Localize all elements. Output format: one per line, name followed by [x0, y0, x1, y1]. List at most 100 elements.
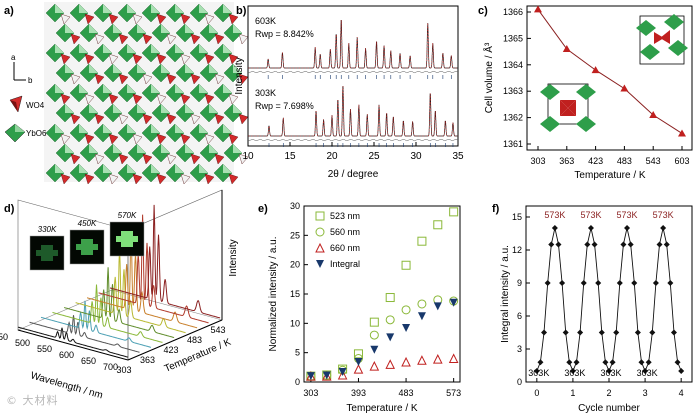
wo4-tetrahedron [156, 53, 167, 65]
wo4-tetrahedron [204, 13, 215, 25]
f-cycle-point [649, 329, 656, 336]
xrd-603k-rwp: Rwp = 8.842% [255, 29, 314, 39]
c-x-tick-label: 423 [588, 156, 603, 166]
ybo6-octahedron-highlight [175, 124, 184, 133]
wo4-tetrahedron [70, 73, 81, 85]
e-point-523-nm [369, 317, 379, 327]
f-cycle-point [606, 368, 612, 374]
e-legend-marker [315, 242, 325, 253]
wo4-tetrahedron [70, 113, 81, 125]
f-cycle-point [620, 241, 627, 248]
panel-e-frame [303, 205, 461, 383]
ybo6-octahedron-highlight [233, 24, 242, 33]
e-point-integral [338, 368, 347, 377]
e-y-tick-label: 5 [295, 348, 300, 358]
inset-low-tetra-1 [560, 100, 568, 116]
e-point-523-nm [417, 236, 427, 246]
f-x-tick-label: 3 [643, 388, 648, 398]
axis-a-label: a [11, 53, 16, 62]
wo4-tetrahedron [190, 113, 201, 125]
f-x-tick-label: 0 [534, 388, 539, 398]
wo4-tetrahedron [180, 13, 191, 25]
e-legend-label: 560 nm [330, 227, 360, 237]
cell-volume-series [534, 5, 686, 137]
f-y-tick-label: 6 [517, 311, 522, 321]
panel-b-frame [247, 5, 459, 147]
legend-wo4-label: WO4 [26, 101, 45, 110]
inset-high-octa-3 [640, 44, 660, 60]
ybo6-octahedron-highlight [137, 64, 146, 73]
wo4-tetrahedron [156, 13, 167, 25]
f-cycle-point [660, 225, 667, 231]
d-wavelength-tick-label: 450 [0, 332, 8, 342]
c-x-tick-label: 483 [617, 156, 632, 166]
e-axes: 303 393 483 573 0 5 10 15 20 25 30 [290, 201, 461, 398]
axis-b-label: b [28, 76, 33, 85]
e-legend: 523 nm 560 nm 660 nm Integral [315, 211, 360, 269]
wo4-tetrahedron [166, 113, 177, 125]
f-x-tick-label: 2 [606, 388, 611, 398]
f-cycle-line [536, 227, 682, 373]
f-cycle-point [562, 329, 569, 336]
wo4-tetrahedron [94, 113, 105, 125]
wo4-tetrahedron [214, 153, 225, 165]
wo4-tetrahedron [228, 13, 239, 25]
c-x-tick-label: 363 [559, 156, 574, 166]
e-point-660-nm [353, 363, 364, 374]
ybo6-octahedron-highlight [137, 144, 146, 153]
inset-high-tetra-2 [660, 30, 670, 44]
ybo6-octahedron-highlight [65, 104, 74, 113]
wo4-tetrahedron [84, 53, 95, 65]
wo4-tetrahedron [156, 93, 167, 105]
f-x-tick-label: 1 [570, 388, 575, 398]
f-y-tick-label: 12 [512, 245, 522, 255]
ybo6-octahedron-highlight [223, 44, 232, 53]
wo4-tetrahedron [108, 173, 119, 185]
ybo6-octahedron-highlight [233, 64, 242, 73]
c-y-tick-label: 1364 [503, 60, 523, 70]
ybo6-octahedron-highlight [113, 144, 122, 153]
wo4-tetrahedron [60, 133, 71, 145]
xrd-y-axis-title: Intensity [234, 57, 245, 94]
panel-b-xrd: b) 10 15 20 25 30 35 603K Rwp = 8.842% 303K R… [234, 5, 464, 180]
inset-structure-high [636, 14, 688, 65]
e-point-523-nm [385, 293, 395, 303]
wo4-tetrahedron [204, 93, 215, 105]
ybo6-octahedron-highlight [55, 44, 64, 53]
ybo6-octahedron-highlight [127, 44, 136, 53]
wo4-tetrahedron [204, 53, 215, 65]
panel-a-label: a) [4, 5, 14, 17]
e-point-523-nm [433, 220, 443, 230]
e-point-integral [449, 298, 458, 307]
e-legend-marker [315, 227, 325, 237]
f-cycle-point [670, 329, 677, 336]
ybo6-octahedron-highlight [185, 104, 194, 113]
ybo6-octahedron-shade [15, 124, 25, 132]
wo4-tetrahedron [180, 133, 191, 145]
f-y-tick-label: 9 [517, 278, 522, 288]
ybo6-octahedron-highlight [161, 64, 170, 73]
f-y-axis-title: Integral intensity / a.u. [500, 245, 511, 343]
e-point-integral [417, 312, 426, 321]
ybo6-octahedron-highlight [175, 4, 184, 13]
ybo6-octahedron-highlight [209, 24, 218, 33]
wo4-tetrahedron [132, 133, 143, 145]
ybo6-octahedron-highlight [55, 84, 64, 93]
xrd-observed-line [248, 86, 458, 137]
panel-e-normalized-intensity: e) 303 393 483 573 0 5 10 15 20 25 30 523 nm 560 nm… [258, 201, 461, 414]
wo4-tetrahedron [190, 33, 201, 45]
d-wavelength-tick-label: 700 [103, 362, 118, 372]
e-y-tick-label: 30 [290, 201, 300, 211]
xrd-calculated-line [248, 86, 458, 137]
xrd-x-tick-label: 10 [242, 151, 254, 162]
ybo6-octahedron-highlight [199, 44, 208, 53]
xrd-difference-line [247, 139, 458, 142]
wo4-tetrahedron [204, 133, 215, 145]
ybo6-octahedron-highlight [223, 164, 232, 173]
c-x-tick-label: 543 [646, 156, 661, 166]
ybo6-octahedron-highlight [103, 124, 112, 133]
e-point-523-nm [401, 260, 411, 270]
wo4-tetrahedron [84, 93, 95, 105]
ybo6-octahedron-highlight [233, 104, 242, 113]
